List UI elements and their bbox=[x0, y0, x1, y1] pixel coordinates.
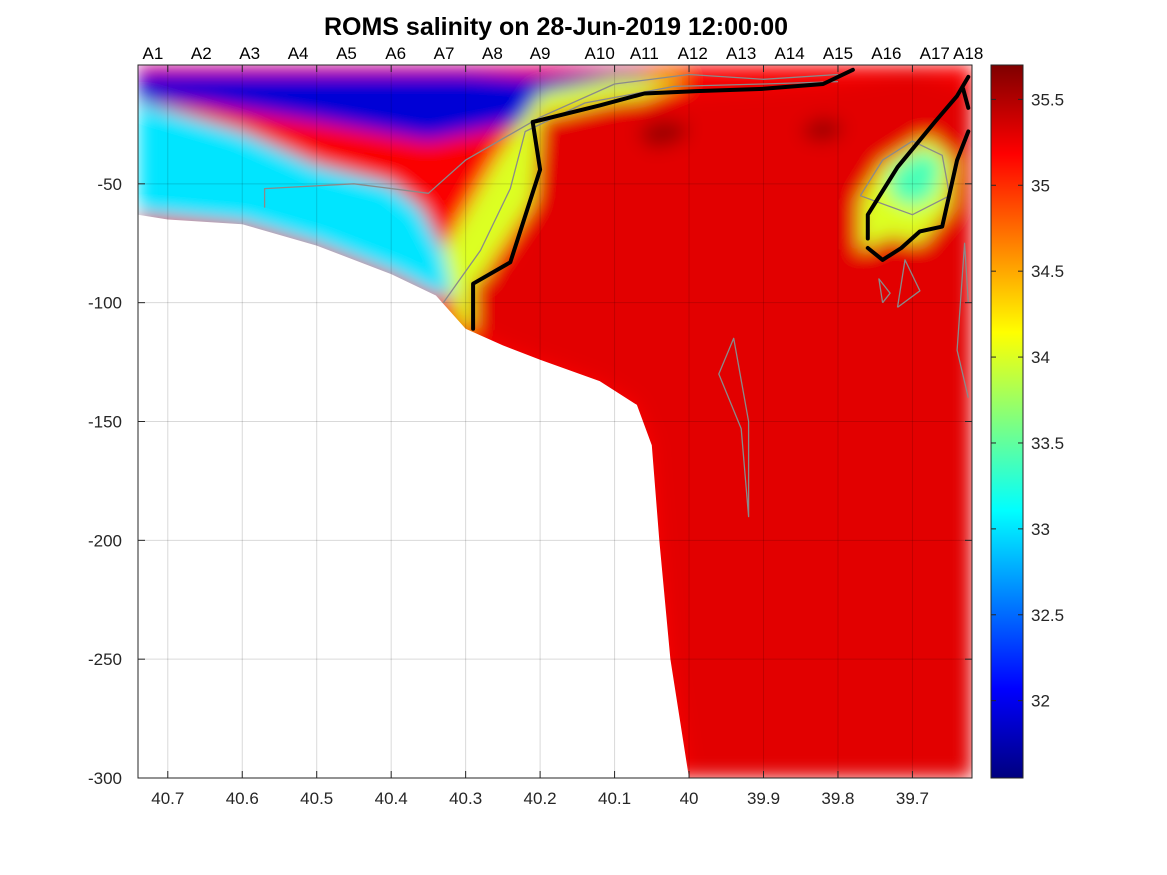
x-tick-label: 39.8 bbox=[821, 789, 854, 808]
contour-35-3 bbox=[961, 86, 971, 110]
salinity-region-0 bbox=[138, 72, 652, 142]
station-label-a1: A1 bbox=[142, 44, 163, 63]
colorbar bbox=[990, 64, 1024, 779]
station-label-a16: A16 bbox=[871, 44, 901, 63]
thin-contour-3 bbox=[859, 140, 951, 216]
salinity-region-3 bbox=[473, 72, 972, 778]
station-label-a10: A10 bbox=[585, 44, 615, 63]
station-label-a8: A8 bbox=[482, 44, 503, 63]
station-label-a2: A2 bbox=[191, 44, 212, 63]
x-tick-label: 40.6 bbox=[226, 789, 259, 808]
y-tick-label: -50 bbox=[97, 175, 122, 194]
x-axis: 40.7 40.6 40.5 40.4 40.3 40.2 40.1 40 39.9 39.8 39… bbox=[151, 65, 929, 808]
station-label-a5: A5 bbox=[336, 44, 357, 63]
chart-title: ROMS salinity on 28-Jun-2019 12:00:00 bbox=[324, 13, 788, 41]
thin-contour-4 bbox=[896, 259, 921, 308]
y-tick-label: -250 bbox=[88, 650, 122, 669]
salinity-region-1 bbox=[138, 100, 459, 296]
colorbar-tick-label: 32.5 bbox=[1031, 606, 1064, 625]
colorbar-ticks: 32 32.5 33 33.5 34 34.5 35 35.5 bbox=[991, 90, 1064, 711]
x-tick-label: 40 bbox=[680, 789, 699, 808]
x-tick-label: 40.4 bbox=[375, 789, 408, 808]
colorbar-tick-label: 35.5 bbox=[1031, 90, 1064, 109]
contour-35-2 bbox=[865, 129, 971, 262]
station-label-a3: A3 bbox=[239, 44, 260, 63]
grid-lines bbox=[138, 65, 972, 779]
x-tick-label: 40.5 bbox=[300, 789, 333, 808]
salinity-region-5 bbox=[800, 117, 846, 142]
y-tick-label: -300 bbox=[88, 769, 122, 788]
x-tick-label: 40.2 bbox=[524, 789, 557, 808]
salinity-region-7 bbox=[890, 150, 943, 208]
thin-contour-6 bbox=[956, 242, 969, 398]
thin-contour-0 bbox=[263, 73, 839, 208]
salinity-region-4 bbox=[636, 119, 689, 149]
station-label-a17: A17 bbox=[920, 44, 950, 63]
colorbar-tick-label: 34.5 bbox=[1031, 262, 1064, 281]
y-tick-label: -200 bbox=[88, 531, 122, 550]
colorbar-tick-label: 32 bbox=[1031, 692, 1050, 711]
x-tick-label: 39.9 bbox=[747, 789, 780, 808]
contour-35-1 bbox=[865, 74, 971, 241]
station-label-a15: A15 bbox=[823, 44, 853, 63]
seabed-mask bbox=[138, 214, 689, 778]
station-label-a14: A14 bbox=[774, 44, 804, 63]
contour-35-0 bbox=[471, 67, 855, 331]
station-label-a9: A9 bbox=[530, 44, 551, 63]
station-label-a12: A12 bbox=[678, 44, 708, 63]
station-label-a6: A6 bbox=[385, 44, 406, 63]
colorbar-tick-label: 33 bbox=[1031, 520, 1050, 539]
station-label-a4: A4 bbox=[288, 44, 309, 63]
x-tick-label: 40.1 bbox=[598, 789, 631, 808]
y-tick-label: -150 bbox=[88, 413, 122, 432]
station-label-a18: A18 bbox=[953, 44, 983, 63]
station-label-a11: A11 bbox=[630, 44, 659, 63]
thin-contour-2 bbox=[718, 337, 750, 518]
station-label-a7: A7 bbox=[434, 44, 455, 63]
x-tick-label: 39.7 bbox=[896, 789, 929, 808]
colorbar-tick-label: 34 bbox=[1031, 348, 1050, 367]
x-tick-label: 40.3 bbox=[449, 789, 482, 808]
salinity-field bbox=[138, 65, 972, 778]
y-tick-label: -100 bbox=[88, 294, 122, 313]
x-tick-label: 40.7 bbox=[151, 789, 184, 808]
station-labels: A1 A2 A3 A4 A5 A6 A7 A8 A9 A10 A11 A12 A13 A14 A15 A16 A… bbox=[142, 44, 983, 63]
contour-lines bbox=[263, 67, 971, 518]
colorbar-tick-label: 35 bbox=[1031, 176, 1050, 195]
thin-contour-5 bbox=[878, 278, 891, 304]
colorbar-tick-label: 33.5 bbox=[1031, 434, 1064, 453]
y-axis: -50 -100 -150 -200 -250 -300 bbox=[88, 175, 972, 788]
station-label-a13: A13 bbox=[726, 44, 756, 63]
